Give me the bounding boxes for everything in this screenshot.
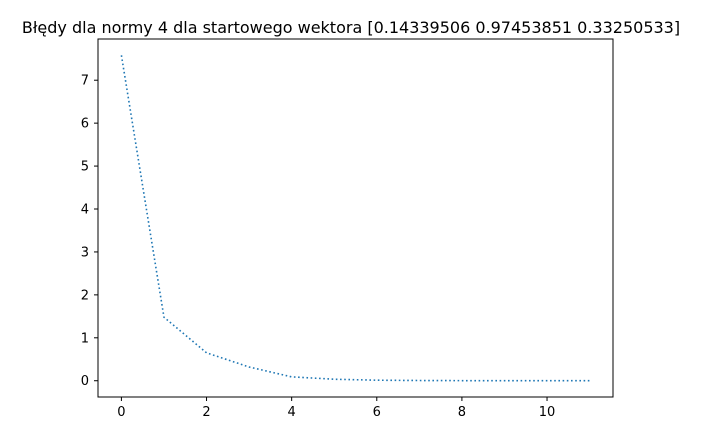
x-tick-label: 0 [117,405,125,420]
x-tick-label: 10 [539,405,556,420]
y-tick-label: 2 [81,288,89,303]
y-tick-label: 7 [81,74,89,89]
y-tick-label: 6 [81,117,89,132]
x-tick-label: 8 [458,405,466,420]
y-tick-label: 1 [81,331,89,346]
y-tick-label: 4 [81,203,89,218]
x-axis: 0 2 4 6 8 10 [117,397,555,420]
x-tick-label: 4 [288,405,296,420]
chart-title: Błędy dla normy 4 dla startowego wektora… [22,18,680,37]
y-axis: 0 1 2 3 4 5 6 7 [81,74,98,389]
series-line-0 [120,55,590,382]
y-tick-label: 5 [81,160,89,175]
y-tick-label: 3 [81,245,89,260]
axes-frame [97,38,614,398]
plot-area [120,55,590,382]
y-tick-label: 0 [81,374,89,389]
x-tick-label: 2 [202,405,210,420]
x-tick-label: 6 [373,405,381,420]
